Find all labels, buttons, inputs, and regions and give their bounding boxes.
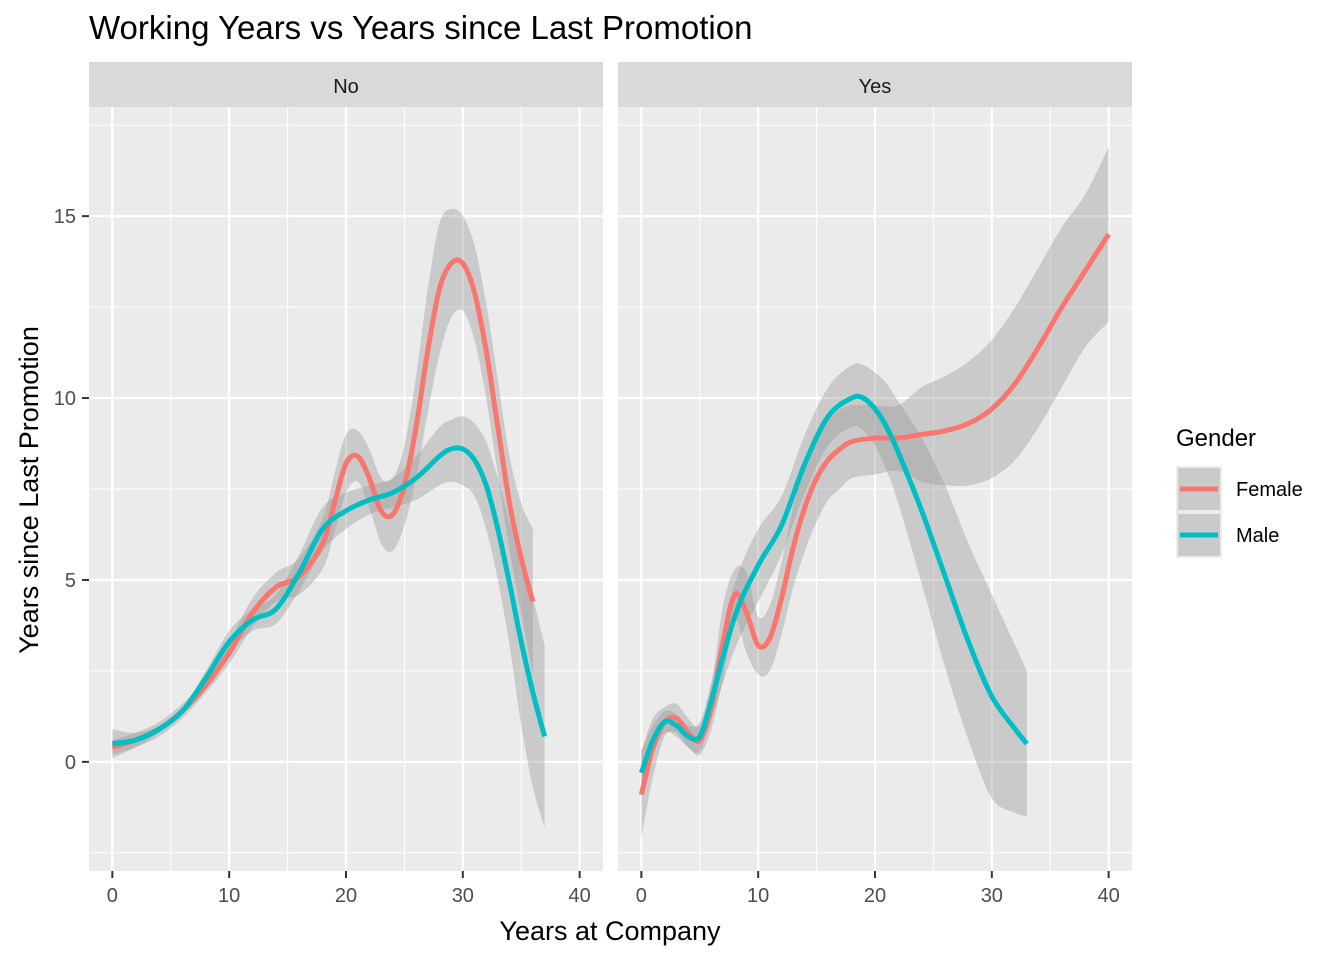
y-axis-label: Years since Last Promotion bbox=[14, 326, 44, 654]
legend-label: Male bbox=[1236, 525, 1279, 547]
y-tick-label: 0 bbox=[65, 752, 76, 774]
facet-strip-label: Yes bbox=[859, 76, 892, 98]
chart-title: Working Years vs Years since Last Promot… bbox=[89, 9, 752, 46]
facet-strip bbox=[618, 62, 1132, 107]
x-tick-label: 20 bbox=[335, 885, 357, 907]
x-tick-label: 40 bbox=[569, 885, 591, 907]
legend: Gender Female Male bbox=[1176, 425, 1303, 558]
y-tick-label: 5 bbox=[65, 570, 76, 592]
y-tick-label: 10 bbox=[54, 388, 76, 410]
x-axis-label: Years at Company bbox=[499, 916, 721, 946]
panel-no: No 0 10 20 30 40 0 5 10 15 bbox=[54, 62, 603, 907]
y-tick-label: 15 bbox=[54, 206, 76, 228]
panel-yes: Yes 0 10 20 30 40 bbox=[618, 62, 1132, 907]
x-tick-label: 10 bbox=[218, 885, 240, 907]
legend-title: Gender bbox=[1176, 425, 1256, 452]
ribbon-male bbox=[641, 363, 1027, 817]
x-tick-label: 20 bbox=[864, 885, 886, 907]
x-tick-label: 0 bbox=[636, 885, 647, 907]
x-tick-label: 30 bbox=[981, 885, 1003, 907]
facet-strip-label: No bbox=[333, 76, 359, 98]
x-tick-label: 40 bbox=[1098, 885, 1120, 907]
x-tick-label: 30 bbox=[452, 885, 474, 907]
legend-item-female: Female bbox=[1176, 466, 1303, 512]
line-male bbox=[111, 445, 548, 747]
legend-label: Female bbox=[1236, 479, 1303, 501]
x-tick-label: 10 bbox=[747, 885, 769, 907]
line-male bbox=[639, 393, 1029, 774]
line-female bbox=[111, 257, 536, 750]
legend-item-male: Male bbox=[1176, 512, 1279, 558]
facet-strip bbox=[89, 62, 603, 107]
x-tick-label: 0 bbox=[107, 885, 118, 907]
ribbon-female bbox=[641, 147, 1109, 839]
